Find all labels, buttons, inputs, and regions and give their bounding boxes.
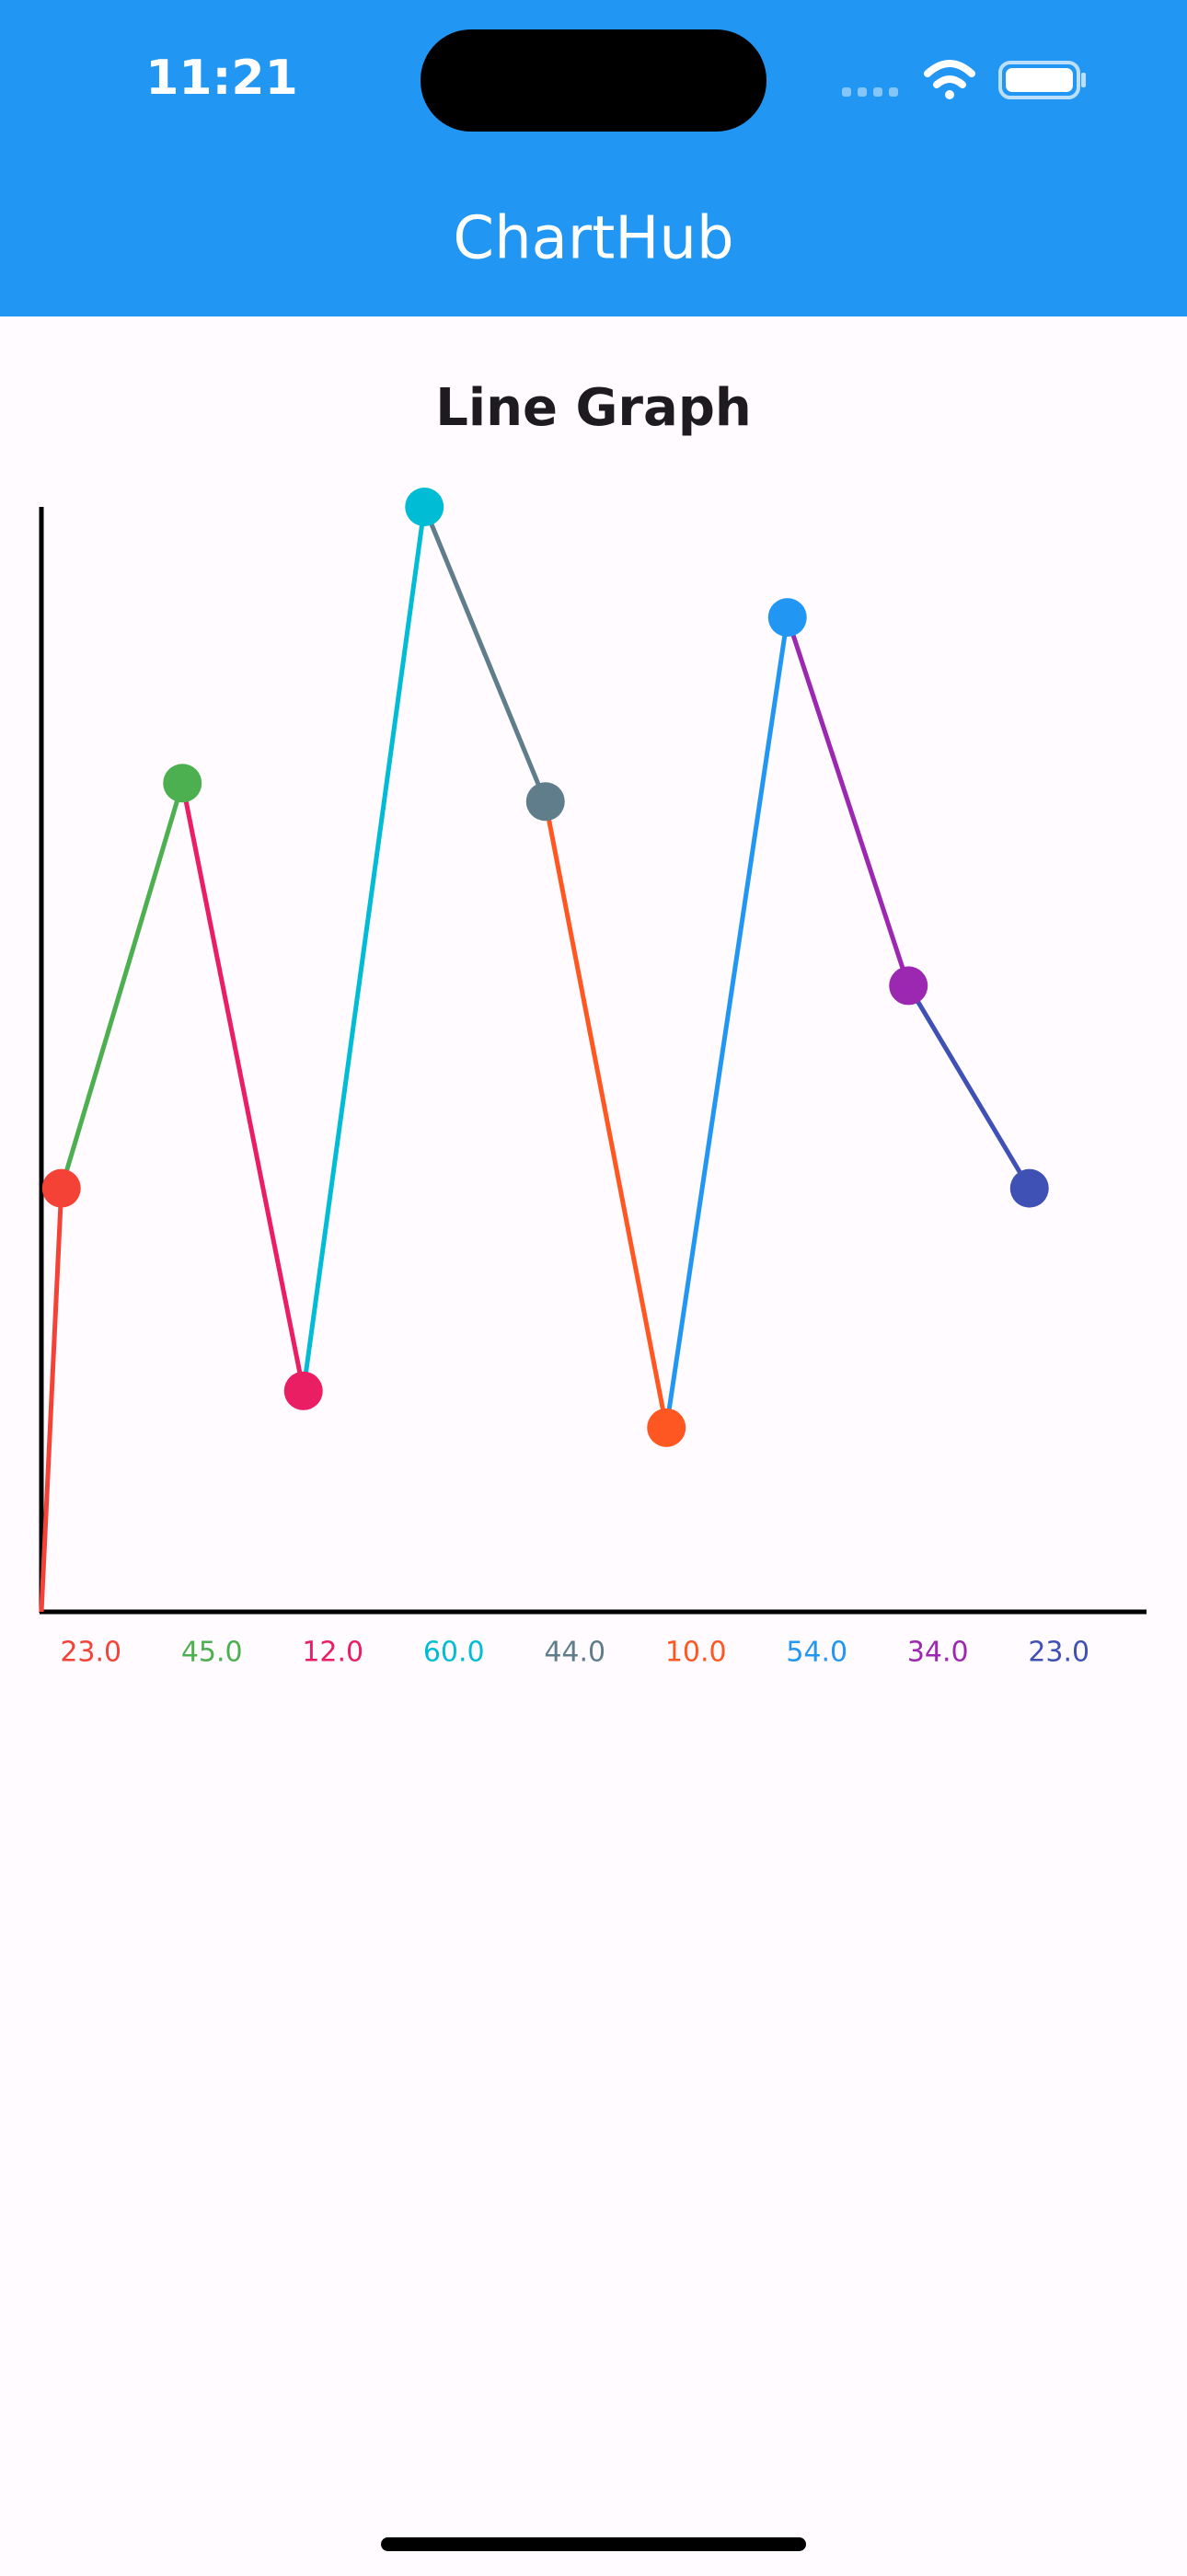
value-label: 45.0 (181, 1637, 243, 1669)
value-label: 34.0 (907, 1637, 969, 1669)
data-point (405, 488, 444, 526)
data-point (647, 1408, 686, 1447)
line-segment (543, 800, 669, 1429)
line-segment (421, 506, 548, 803)
data-point (889, 966, 928, 1006)
wifi-icon (924, 60, 975, 99)
value-label: 44.0 (544, 1637, 605, 1669)
data-point (767, 598, 807, 638)
value-label: 12.0 (302, 1637, 363, 1669)
value-label: 23.0 (1028, 1637, 1089, 1669)
line-segment (663, 616, 790, 1429)
home-indicator (381, 2537, 806, 2551)
app-bar-title: ChartHub (453, 205, 733, 273)
line-segment (179, 782, 306, 1392)
status-time: 11:21 (145, 51, 298, 106)
line-segment (785, 616, 911, 987)
data-point (283, 1371, 323, 1410)
cellular-signal (842, 87, 898, 97)
data-point (525, 782, 565, 822)
line-segment (906, 984, 1031, 1190)
value-label: 54.0 (786, 1637, 847, 1669)
data-point (1009, 1168, 1049, 1208)
battery-icon (998, 61, 1086, 99)
value-label: 10.0 (665, 1637, 727, 1669)
line-segment (39, 1188, 64, 1613)
value-label: 60.0 (423, 1637, 485, 1669)
data-point (163, 764, 202, 803)
dynamic-island (421, 29, 766, 132)
data-point (41, 1168, 81, 1208)
chart-title: Line Graph (435, 378, 752, 438)
line-segment (59, 782, 185, 1190)
line-segment (301, 506, 427, 1392)
value-label: 23.0 (60, 1637, 121, 1669)
